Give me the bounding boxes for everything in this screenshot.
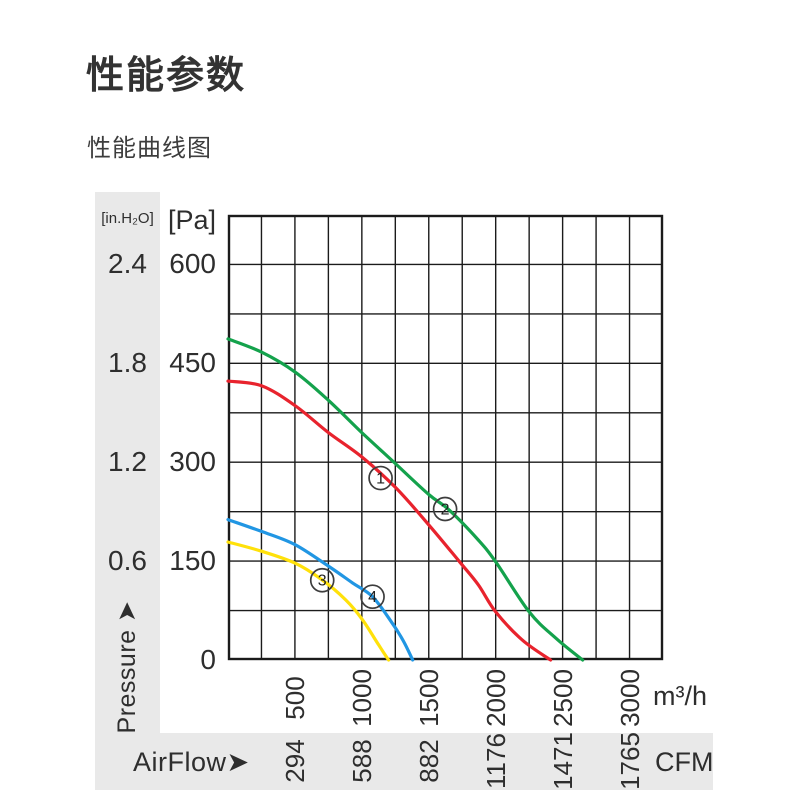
curve-1 [226,379,553,662]
xtick-cfm-1765: 1765 [614,732,645,790]
performance-chart: 2 1 4 3 [226,214,664,662]
airflow-axis-strip [95,733,713,790]
airflow-axis-title: AirFlow➤ [133,747,250,777]
curve-4 [226,518,415,662]
ytick-inh2o-1.2: 1.2 [108,446,147,478]
page-subtitle: 性能曲线图 [87,135,212,162]
xtick-cfm-1176: 1176 [480,733,511,789]
curve-marker-number-2: 2 [441,502,450,519]
curve-marker-ring-4 [360,584,385,610]
grid-lines [228,215,663,660]
ytick-pa-300: 300 [169,446,216,478]
curve-3 [226,540,391,662]
curve-marker-number-3: 3 [318,573,327,590]
curve-marker-ring-3 [309,567,335,593]
page-title: 性能参数 [86,55,247,97]
xtick-cfm-588: 588 [346,739,377,783]
ytick-pa-0: 0 [200,644,216,675]
pressure-axis-strip [95,192,160,790]
cfm-unit-label: CFM [655,747,714,777]
curve-marker-ring-1 [368,465,393,491]
ytick-pa-150: 150 [169,545,216,577]
ytick-inh2o-2.4: 2.4 [108,248,147,280]
curve-marker-number-1: 1 [376,471,385,488]
xtick-cfm-882: 882 [413,739,444,783]
curve-marker-ring-2 [432,496,458,522]
pa-unit-label: [Pa] [167,205,216,235]
ytick-inh2o-0.6: 0.6 [108,545,147,577]
plot-border [227,214,664,661]
ytick-pa-450: 450 [169,347,216,379]
xtick-cfm-1471: 1471 [547,732,578,790]
ytick-pa-600: 600 [169,248,216,280]
ytick-inh2o-1.8: 1.8 [108,347,147,379]
m3h-unit-label: m³/h [653,681,707,711]
pressure-axis-title: Pressure ➤ [113,600,141,734]
curve-2 [226,337,585,662]
inh2o-unit-label: [in.H₂O] [101,210,154,227]
xtick-cfm-294: 294 [279,739,310,783]
curve-marker-number-4: 4 [368,589,377,606]
